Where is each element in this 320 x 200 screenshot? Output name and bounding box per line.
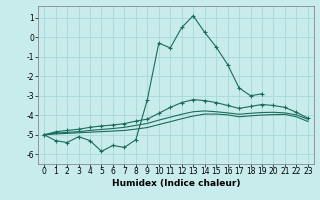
X-axis label: Humidex (Indice chaleur): Humidex (Indice chaleur) xyxy=(112,179,240,188)
